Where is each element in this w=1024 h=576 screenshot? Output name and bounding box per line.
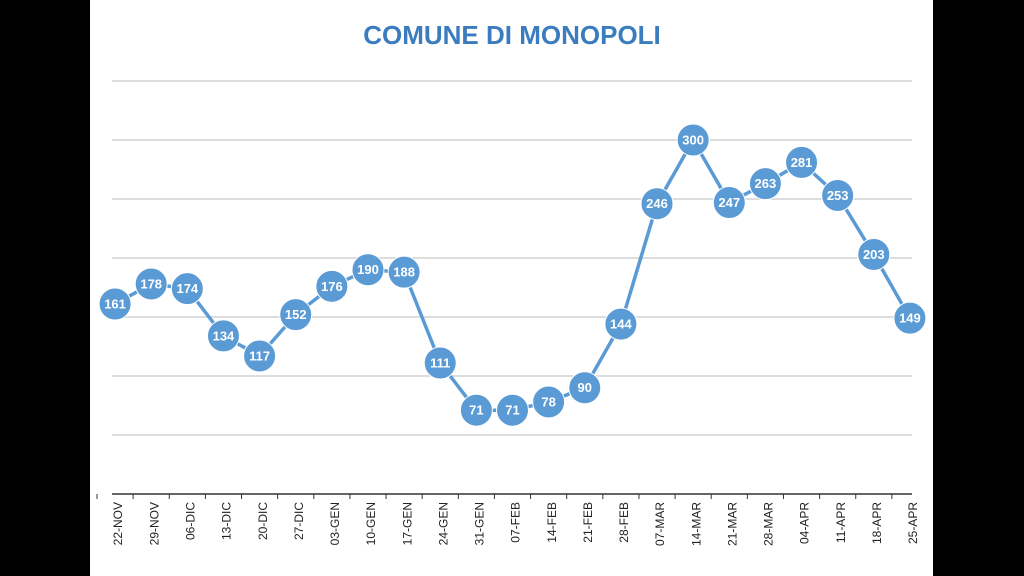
plot-background bbox=[90, 0, 933, 576]
data-label: 134 bbox=[213, 328, 235, 343]
data-label: 152 bbox=[285, 307, 307, 322]
data-label: 263 bbox=[755, 176, 777, 191]
data-label: 174 bbox=[176, 281, 198, 296]
x-tick-label: 13-DIC bbox=[220, 502, 234, 540]
x-tick-label: 14-FEB bbox=[545, 502, 559, 543]
data-label: 71 bbox=[469, 403, 483, 418]
data-point bbox=[279, 298, 313, 332]
data-point bbox=[712, 186, 746, 220]
data-label: 78 bbox=[541, 394, 555, 409]
data-label: 161 bbox=[104, 296, 126, 311]
data-point bbox=[893, 301, 927, 335]
data-label: 176 bbox=[321, 279, 343, 294]
x-tick-label: 06-DIC bbox=[183, 502, 197, 540]
data-point bbox=[821, 178, 855, 212]
data-label: 188 bbox=[393, 265, 415, 280]
data-label: 90 bbox=[578, 380, 592, 395]
x-tick-label: 07-FEB bbox=[509, 502, 523, 543]
data-point bbox=[243, 339, 277, 373]
x-tick-label: 11-APR bbox=[834, 502, 848, 543]
data-point bbox=[315, 269, 349, 303]
x-tick-label: 17-GEN bbox=[400, 502, 414, 545]
x-tick-label: 31-GEN bbox=[473, 502, 487, 545]
data-label: 144 bbox=[610, 317, 632, 332]
data-point bbox=[640, 187, 674, 221]
data-point bbox=[423, 346, 457, 380]
x-tick-label: 27-DIC bbox=[292, 502, 306, 540]
data-point bbox=[351, 253, 385, 287]
data-point bbox=[496, 393, 529, 427]
data-point bbox=[532, 385, 566, 419]
x-tick-label: 22-NOV bbox=[111, 502, 125, 545]
x-tick-label: 10-GEN bbox=[364, 502, 378, 545]
chart-title: COMUNE DI MONOPOLI bbox=[363, 20, 661, 50]
data-label: 149 bbox=[899, 311, 921, 326]
x-tick-label: 03-GEN bbox=[328, 502, 342, 545]
x-tick-label: 07-MAR bbox=[653, 502, 667, 546]
x-tick-label: 28-FEB bbox=[617, 502, 631, 543]
x-tick-label: 25-APR bbox=[906, 502, 920, 544]
x-tick-label: 21-MAR bbox=[725, 502, 739, 546]
data-point bbox=[676, 123, 710, 157]
data-point bbox=[568, 371, 602, 405]
data-label: 253 bbox=[827, 188, 849, 203]
data-label: 246 bbox=[646, 196, 668, 211]
x-tick-label: 18-APR bbox=[870, 502, 884, 544]
data-point bbox=[134, 267, 168, 301]
x-tick-label: 21-FEB bbox=[581, 502, 595, 543]
data-label: 117 bbox=[249, 348, 270, 363]
data-point bbox=[387, 255, 421, 289]
data-point bbox=[785, 145, 819, 179]
x-tick-label: 14-MAR bbox=[689, 502, 703, 546]
data-point bbox=[170, 272, 204, 306]
data-label: 71 bbox=[505, 403, 519, 418]
x-tick-label: 04-APR bbox=[798, 502, 812, 544]
data-point bbox=[604, 307, 638, 341]
data-label: 190 bbox=[357, 262, 379, 277]
data-label: 111 bbox=[430, 355, 450, 370]
data-point bbox=[98, 287, 132, 321]
data-label: 281 bbox=[791, 155, 813, 170]
data-label: 178 bbox=[140, 276, 162, 291]
data-point bbox=[206, 319, 240, 353]
data-point bbox=[857, 237, 891, 271]
x-tick-label: 20-DIC bbox=[256, 502, 270, 540]
data-label: 300 bbox=[682, 132, 704, 147]
data-label: 247 bbox=[718, 195, 740, 210]
x-tick-label: 28-MAR bbox=[762, 502, 776, 546]
data-label: 203 bbox=[863, 247, 885, 262]
data-point bbox=[748, 167, 782, 201]
data-point bbox=[459, 393, 493, 427]
x-tick-label: 24-GEN bbox=[436, 502, 450, 545]
x-tick-label: 29-NOV bbox=[147, 502, 161, 545]
